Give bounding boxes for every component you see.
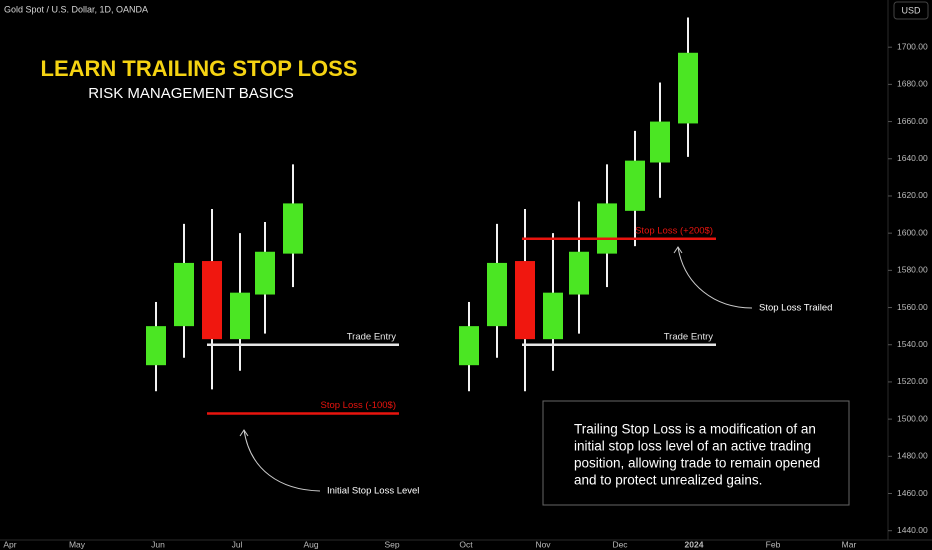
x-tick-label: Jun xyxy=(151,539,165,549)
y-tick-label: 1540.00 xyxy=(897,339,928,349)
x-tick-label: Dec xyxy=(612,539,628,549)
currency[interactable]: USD xyxy=(901,5,921,15)
arrow-head xyxy=(673,246,683,254)
candle-body xyxy=(255,251,275,295)
candle-body xyxy=(569,251,589,295)
x-tick-label: Nov xyxy=(535,539,551,549)
symbol-header: Gold Spot / U.S. Dollar, 1D, OANDA xyxy=(4,4,148,14)
candle-body xyxy=(625,160,645,211)
x-tick-label: 2024 xyxy=(685,539,704,549)
candle-body xyxy=(230,292,250,340)
note-line: Trailing Stop Loss is a modification of … xyxy=(574,422,816,437)
y-tick-label: 1660.00 xyxy=(897,116,928,126)
candle-body xyxy=(283,203,303,254)
note-line: position, allowing trade to remain opene… xyxy=(574,456,820,471)
y-tick-label: 1600.00 xyxy=(897,227,928,237)
candle-body xyxy=(459,326,479,366)
y-tick-label: 1680.00 xyxy=(897,79,928,89)
level-label: Stop Loss (-100$) xyxy=(320,400,396,411)
x-tick-label: Feb xyxy=(766,539,781,549)
subtitle: RISK MANAGEMENT BASICS xyxy=(88,85,294,102)
annotation-arrow xyxy=(243,429,321,492)
note-line: initial stop loss level of an active tra… xyxy=(574,439,811,454)
y-tick-label: 1700.00 xyxy=(897,41,928,51)
candle-body xyxy=(543,292,563,340)
annotation: Stop Loss Trailed xyxy=(759,303,832,314)
x-tick-label: Aug xyxy=(303,539,318,549)
level-label: Trade Entry xyxy=(664,331,714,342)
x-tick-label: Apr xyxy=(3,539,16,549)
candle-body xyxy=(174,262,194,327)
candle-body xyxy=(597,203,617,254)
x-tick-label: Mar xyxy=(842,539,857,549)
level-label: Trade Entry xyxy=(347,331,397,342)
candle-body xyxy=(515,261,535,340)
candle-body xyxy=(487,262,507,327)
y-tick-label: 1620.00 xyxy=(897,190,928,200)
y-tick-label: 1480.00 xyxy=(897,451,928,461)
annotation-arrow xyxy=(677,246,753,309)
y-tick-label: 1440.00 xyxy=(897,525,928,535)
annotation: Initial Stop Loss Level xyxy=(327,486,419,497)
y-tick-label: 1500.00 xyxy=(897,413,928,423)
x-tick-label: Oct xyxy=(459,539,473,549)
title: LEARN TRAILING STOP LOSS xyxy=(41,56,358,81)
candle-body xyxy=(146,326,166,366)
note-line: and to protect unrealized gains. xyxy=(574,473,762,488)
y-tick-label: 1520.00 xyxy=(897,376,928,386)
x-tick-label: May xyxy=(69,539,86,549)
y-tick-label: 1640.00 xyxy=(897,153,928,163)
note-box xyxy=(542,400,850,506)
y-tick-label: 1460.00 xyxy=(897,488,928,498)
candle-body xyxy=(202,261,222,340)
level-label: Stop Loss (+200$) xyxy=(635,225,713,236)
x-tick-label: Jul xyxy=(232,539,243,549)
candle-body xyxy=(678,52,698,124)
candle-body xyxy=(650,121,670,163)
x-tick-label: Sep xyxy=(384,539,399,549)
currency-box[interactable] xyxy=(893,1,929,20)
y-tick-label: 1560.00 xyxy=(897,302,928,312)
arrow-head xyxy=(239,429,249,437)
y-tick-label: 1580.00 xyxy=(897,265,928,275)
